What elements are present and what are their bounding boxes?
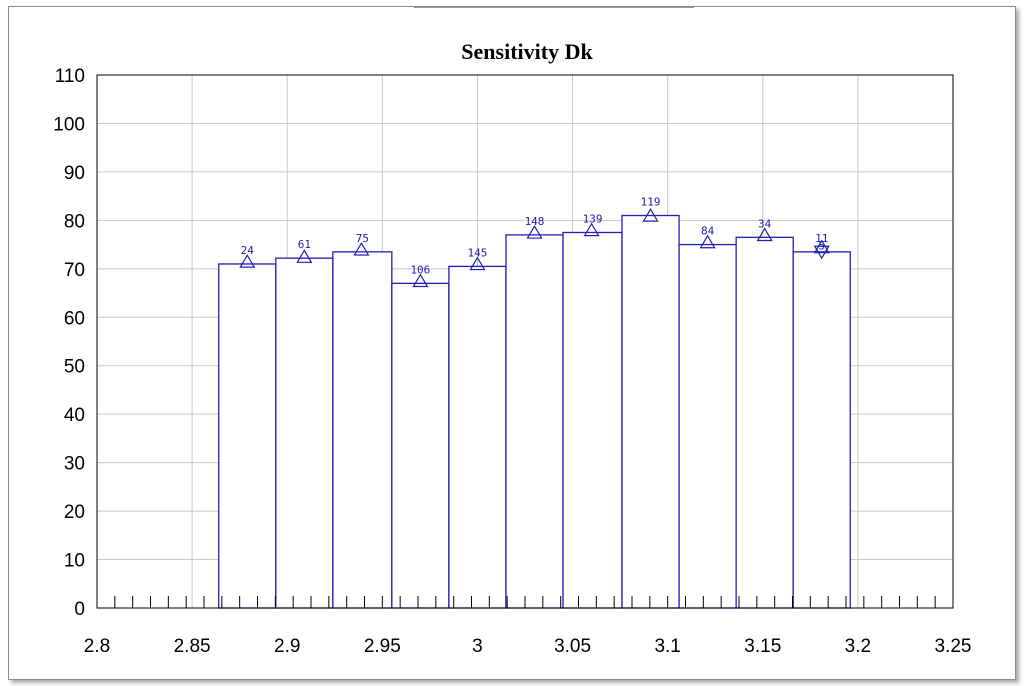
marker-triangle-up [353, 241, 370, 256]
bar-count-label: 139 [583, 212, 603, 225]
y-tick-label: 90 [64, 163, 85, 184]
marker-triangle-up [583, 222, 600, 237]
x-tick-label: 3.2 [845, 636, 871, 657]
x-tick-label: 2.85 [174, 636, 211, 657]
bar-count-label: 34 [758, 217, 772, 230]
bar-count-label: 148 [525, 215, 545, 228]
histogram-bar [621, 214, 680, 609]
x-tick-label: 3.1 [654, 636, 680, 657]
y-tick-label: 60 [64, 308, 85, 329]
x-tick-label: 3.15 [744, 636, 781, 657]
y-tick-label: 40 [64, 405, 85, 426]
y-tick-labels: 0 10 20 30 40 50 60 70 80 90 100 110 [53, 66, 85, 620]
marker-triangle-up [412, 273, 429, 288]
histogram-bar [562, 231, 623, 609]
top-divider [414, 7, 694, 8]
bar-labels: 24 61 75 106 145 148 139 119 84 34 115 [241, 196, 829, 277]
y-tick-label: 50 [64, 357, 85, 378]
plot-border [96, 74, 954, 609]
y-tick-label: 10 [64, 551, 85, 572]
histogram-bar [792, 251, 851, 609]
histogram-chart: Sensitivity Dk 0102030405060708090100110… [53, 39, 972, 657]
chart-frame: Sensitivity Dk 0 10 20 30 40 50 60 70 80 90 100 110… [8, 6, 1016, 680]
marker-triangle-up [526, 224, 543, 239]
bar-count-label: 84 [701, 225, 715, 238]
bar-count-label: 61 [298, 238, 311, 251]
histogram-bar [505, 234, 564, 609]
y-tick-label: 0 [74, 599, 85, 620]
y-tick-label: 80 [64, 211, 85, 232]
histogram-bar [332, 251, 393, 609]
histogram-bar [391, 282, 450, 609]
bar-count-label: 75 [356, 232, 369, 245]
bar-count-label: 24 [241, 244, 255, 257]
x-tick-label: 3.25 [935, 636, 972, 657]
axes [96, 74, 954, 609]
bar-count-label: 11 [815, 232, 828, 245]
x-tick-label: 2.9 [274, 636, 300, 657]
x-tick-label: 2.95 [364, 636, 401, 657]
histogram-bar [218, 263, 277, 609]
histogram-bar [678, 243, 737, 609]
marker-triangle-up [296, 249, 313, 263]
bar-count-label: 145 [468, 246, 488, 259]
x-tick-label: 3.05 [554, 636, 591, 657]
histogram-bar [735, 236, 794, 609]
x-tick-label: 3 [472, 636, 483, 657]
marker-count-label: 5 [818, 239, 825, 252]
y-tick-label: 110 [55, 66, 85, 87]
marker-triangle-up [469, 256, 486, 271]
chart-title: Sensitivity Dk [461, 39, 593, 64]
x-tick-labels: 2.8 2.85 2.9 2.95 3 3.05 3.1 3.15 3.2 3.25 [84, 636, 972, 657]
bars [218, 214, 851, 609]
marker-triangle-down [813, 245, 830, 260]
y-tick-label: 30 [64, 454, 85, 475]
histogram-bar [448, 265, 507, 609]
histogram-bar [275, 257, 334, 609]
y-tick-label: 70 [64, 260, 85, 281]
x-tick-label: 2.8 [84, 636, 110, 657]
y-tick-label: 100 [53, 114, 85, 135]
minor-ticks [114, 596, 936, 608]
marker-triangle-up [699, 234, 716, 249]
bar-count-label: 119 [641, 196, 661, 209]
bar-count-label: 106 [410, 263, 430, 276]
marker-triangle-up [756, 227, 773, 242]
marker-triangle-up [642, 208, 659, 222]
markers [239, 208, 830, 288]
marker-triangle-up [239, 254, 256, 268]
y-tick-label: 20 [64, 502, 85, 523]
